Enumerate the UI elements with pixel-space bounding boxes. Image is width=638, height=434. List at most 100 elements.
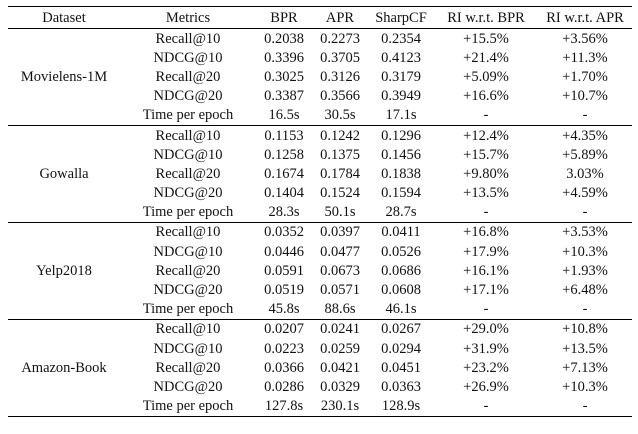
metric-cell: Recall@20 bbox=[155, 165, 221, 182]
ri-bpr-cell: +12.4% bbox=[463, 127, 509, 144]
table-row: NDCG@10 0.0446 0.0477 0.0526 +17.9% +10.3% bbox=[8, 242, 632, 261]
ri-bpr-cell: +17.9% bbox=[463, 243, 509, 260]
apr-cell: 0.0397 bbox=[320, 224, 360, 241]
ri-bpr-cell: +29.0% bbox=[463, 321, 509, 338]
sharpcf-cell: 0.0608 bbox=[381, 282, 421, 299]
dataset-name: Amazon-Book bbox=[21, 359, 107, 376]
ri-bpr-cell: +17.1% bbox=[463, 282, 509, 299]
apr-cell: 0.3566 bbox=[320, 88, 360, 105]
table-row: Time per epoch 28.3s 50.1s 28.7s - - bbox=[8, 203, 632, 223]
header-ri-apr: RI w.r.t. APR bbox=[546, 9, 624, 26]
sharpcf-cell: 17.1s bbox=[385, 107, 417, 124]
dataset-group: Amazon-Book Recall@10 0.0207 0.0241 0.0267 +2… bbox=[8, 319, 632, 417]
ri-apr-cell: +10.3% bbox=[562, 243, 608, 260]
metric-cell: NDCG@20 bbox=[153, 185, 223, 202]
sharpcf-cell: 0.0526 bbox=[381, 243, 421, 260]
apr-cell: 0.0241 bbox=[320, 321, 360, 338]
bpr-cell: 0.1674 bbox=[264, 165, 304, 182]
metric-cell: Time per epoch bbox=[142, 398, 234, 415]
bpr-cell: 0.0446 bbox=[264, 243, 304, 260]
sharpcf-cell: 0.1838 bbox=[381, 165, 421, 182]
metric-cell: Time per epoch bbox=[142, 301, 234, 318]
metric-cell: Recall@10 bbox=[155, 224, 221, 241]
ri-apr-cell: +11.3% bbox=[562, 49, 608, 66]
table-row: Yelp2018 Recall@10 0.0352 0.0397 0.0411 +16.8… bbox=[8, 222, 632, 278]
apr-cell: 50.1s bbox=[324, 204, 356, 221]
apr-cell: 30.5s bbox=[324, 107, 356, 124]
sharpcf-cell: 0.0411 bbox=[381, 224, 421, 241]
metric-cell: Recall@10 bbox=[155, 321, 221, 338]
ri-apr-cell: - bbox=[582, 204, 588, 221]
metric-cell: Recall@10 bbox=[155, 127, 221, 144]
table-row: Recall@20 0.1674 0.1784 0.1838 +9.80% 3.03% bbox=[8, 164, 632, 183]
bpr-cell: 0.0223 bbox=[264, 340, 304, 357]
table-row: Time per epoch 127.8s 230.1s 128.9s - - bbox=[8, 397, 632, 417]
ri-apr-cell: +1.93% bbox=[562, 262, 608, 279]
header-metrics: Metrics bbox=[165, 9, 211, 26]
ri-bpr-cell: +16.6% bbox=[463, 88, 509, 105]
header-bpr: BPR bbox=[270, 9, 298, 26]
sharpcf-cell: 128.9s bbox=[381, 398, 421, 415]
ri-apr-cell: - bbox=[582, 398, 588, 415]
bpr-cell: 0.3025 bbox=[264, 68, 304, 85]
apr-cell: 0.3705 bbox=[320, 49, 360, 66]
table-row: Time per epoch 16.5s 30.5s 17.1s - - bbox=[8, 106, 632, 126]
ri-bpr-cell: +13.5% bbox=[463, 185, 509, 202]
ri-apr-cell: +1.70% bbox=[562, 68, 608, 85]
ri-apr-cell: +6.48% bbox=[562, 282, 608, 299]
metric-cell: Recall@20 bbox=[155, 359, 221, 376]
ri-apr-cell: +3.53% bbox=[562, 224, 608, 241]
ri-apr-cell: +7.13% bbox=[562, 359, 608, 376]
metric-cell: NDCG@20 bbox=[153, 88, 223, 105]
apr-cell: 0.1524 bbox=[320, 185, 360, 202]
ri-apr-cell: +3.56% bbox=[562, 30, 608, 47]
sharpcf-cell: 0.1456 bbox=[381, 146, 421, 163]
apr-cell: 0.1242 bbox=[320, 127, 360, 144]
sharpcf-cell: 0.0294 bbox=[381, 340, 421, 357]
metric-cell: NDCG@10 bbox=[153, 49, 223, 66]
bpr-cell: 0.0366 bbox=[264, 359, 304, 376]
table-row: NDCG@10 0.3396 0.3705 0.4123 +21.4% +11.3% bbox=[8, 48, 632, 67]
table-row: NDCG@10 0.1258 0.1375 0.1456 +15.7% +5.89% bbox=[8, 145, 632, 164]
table-row: Movielens-1M Recall@10 0.2038 0.2273 0.2354 +… bbox=[8, 29, 632, 85]
ri-apr-cell: +10.7% bbox=[562, 88, 608, 105]
metric-cell: NDCG@20 bbox=[153, 282, 223, 299]
bpr-cell: 0.0591 bbox=[264, 262, 304, 279]
sharpcf-cell: 0.0363 bbox=[381, 378, 421, 395]
apr-cell: 0.0477 bbox=[320, 243, 360, 260]
header-sharpcf: SharpCF bbox=[375, 9, 427, 26]
dataset-group: Movielens-1M Recall@10 0.2038 0.2273 0.2354 +… bbox=[8, 29, 632, 126]
dataset-name: Movielens-1M bbox=[20, 68, 108, 85]
bpr-cell: 0.0352 bbox=[264, 224, 304, 241]
metric-cell: NDCG@10 bbox=[153, 243, 223, 260]
bpr-cell: 0.1404 bbox=[264, 185, 304, 202]
metric-cell: NDCG@10 bbox=[153, 340, 223, 357]
ri-bpr-cell: +31.9% bbox=[463, 340, 509, 357]
dataset-group: Gowalla Recall@10 0.1153 0.1242 0.1296 +12.4%… bbox=[8, 125, 632, 223]
metric-cell: Recall@20 bbox=[155, 262, 221, 279]
table-row: Time per epoch 45.8s 88.6s 46.1s - - bbox=[8, 300, 632, 320]
results-table: Dataset Metrics BPR APR SharpCF RI w.r.t… bbox=[8, 6, 632, 417]
metric-cell: Recall@10 bbox=[155, 30, 221, 47]
sharpcf-cell: 0.0451 bbox=[381, 359, 421, 376]
metric-cell: NDCG@20 bbox=[153, 378, 223, 395]
table-row: Recall@20 0.0591 0.0673 0.0686 +16.1% +1.93% bbox=[8, 261, 632, 280]
apr-cell: 0.0329 bbox=[320, 378, 360, 395]
apr-cell: 0.0421 bbox=[320, 359, 360, 376]
table-row: Amazon-Book Recall@10 0.0207 0.0241 0.0267 +2… bbox=[8, 319, 632, 375]
apr-cell: 0.0259 bbox=[320, 340, 360, 357]
bpr-cell: 45.8s bbox=[268, 301, 300, 318]
ri-bpr-cell: +16.1% bbox=[463, 262, 509, 279]
ri-apr-cell: +4.35% bbox=[562, 127, 608, 144]
sharpcf-cell: 46.1s bbox=[385, 301, 417, 318]
table-row: NDCG@20 0.1404 0.1524 0.1594 +13.5% +4.59% bbox=[8, 184, 632, 203]
table-row: Recall@20 0.0366 0.0421 0.0451 +23.2% +7.13% bbox=[8, 358, 632, 377]
bpr-cell: 0.0207 bbox=[264, 321, 304, 338]
sharpcf-cell: 0.0267 bbox=[381, 321, 421, 338]
ri-apr-cell: +10.3% bbox=[562, 378, 608, 395]
table-row: NDCG@20 0.0519 0.0571 0.0608 +17.1% +6.48% bbox=[8, 280, 632, 299]
ri-bpr-cell: +23.2% bbox=[463, 359, 509, 376]
header-ri-bpr: RI w.r.t. BPR bbox=[447, 9, 525, 26]
sharpcf-cell: 28.7s bbox=[385, 204, 417, 221]
bpr-cell: 16.5s bbox=[268, 107, 300, 124]
